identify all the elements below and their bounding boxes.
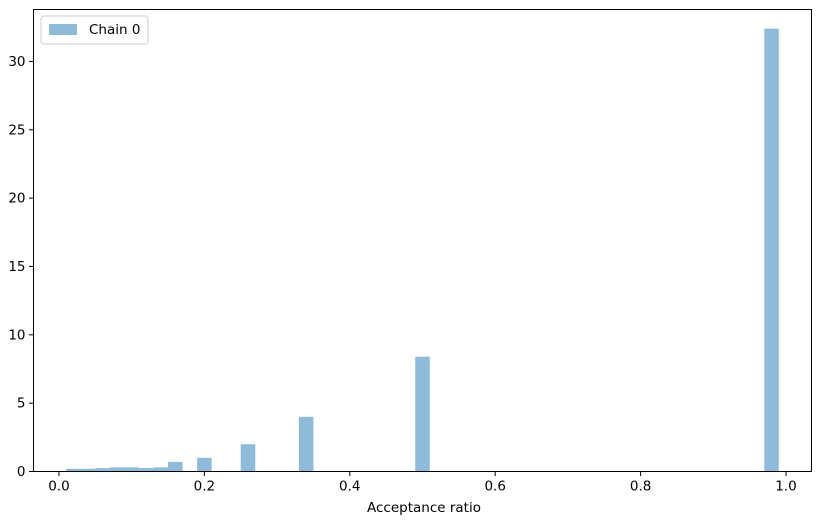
histogram-bar [66, 468, 81, 472]
y-tick-label: 10 [8, 327, 25, 343]
x-tick-label: 0.0 [48, 479, 69, 495]
histogram-bar [240, 444, 256, 472]
y-tick-label: 30 [8, 54, 25, 70]
x-tick-label: 0.2 [194, 479, 215, 495]
bars-layer [66, 28, 779, 472]
y-tick-label: 20 [8, 191, 25, 207]
y-tick-label: 5 [17, 396, 26, 412]
x-tick-label: 0.6 [484, 479, 505, 495]
legend-label-chain-0: Chain 0 [89, 22, 140, 38]
histogram-bar [153, 467, 169, 472]
histogram-bar [95, 468, 110, 472]
y-axis-ticks: 0 5 10 15 20 25 30 [8, 54, 34, 480]
histogram-bar [764, 28, 779, 472]
histogram-bar [298, 416, 314, 472]
x-tick-label: 0.8 [630, 479, 651, 495]
histogram-bar [197, 457, 212, 472]
histogram-bar [109, 467, 125, 472]
x-tick-label: 1.0 [775, 479, 796, 495]
y-tick-label: 25 [8, 122, 25, 138]
x-axis-ticks: 0.0 0.2 0.4 0.6 0.8 1.0 [48, 471, 797, 495]
legend: Chain 0 [40, 15, 149, 45]
axes-frame [33, 9, 812, 472]
x-axis-label: Acceptance ratio [367, 500, 481, 516]
y-tick-label: 0 [17, 464, 26, 480]
legend-frame [40, 15, 149, 45]
histogram-bar [168, 461, 183, 472]
histogram-bar [124, 467, 139, 472]
x-tick-label: 0.4 [339, 479, 360, 495]
histogram-bar [80, 468, 96, 472]
histogram-bar [138, 468, 154, 472]
histogram-bar [415, 356, 430, 472]
legend-swatch-chain-0 [49, 24, 77, 35]
y-tick-label: 15 [8, 259, 25, 275]
